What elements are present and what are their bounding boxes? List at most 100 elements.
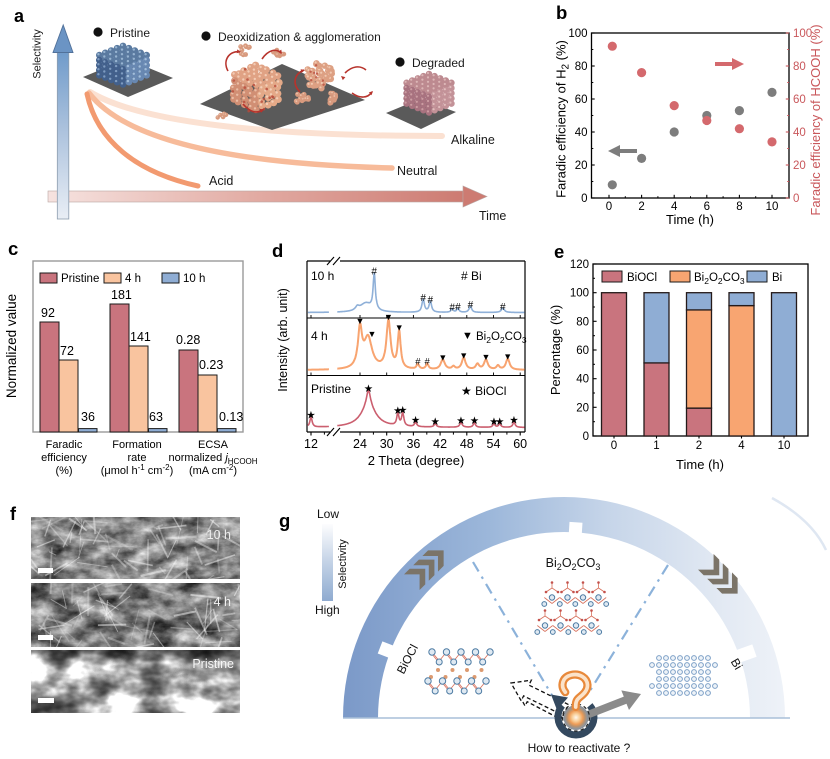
svg-text:42: 42 bbox=[433, 437, 447, 451]
svg-text:10 h: 10 h bbox=[183, 273, 205, 285]
svg-text:6: 6 bbox=[704, 201, 710, 213]
svg-text:a: a bbox=[14, 6, 25, 26]
svg-text:Bi2O2CO3: Bi2O2CO3 bbox=[546, 556, 601, 572]
svg-text:Neutral: Neutral bbox=[397, 164, 437, 178]
svg-text:20: 20 bbox=[576, 402, 589, 414]
svg-text:#: # bbox=[371, 267, 377, 278]
svg-text:Pristine: Pristine bbox=[61, 273, 99, 285]
svg-text:g: g bbox=[279, 510, 290, 531]
svg-text:(mA cm-2): (mA cm-2) bbox=[189, 463, 237, 477]
svg-text:Faradic efficiency of HCOOH (%: Faradic efficiency of HCOOH (%) bbox=[808, 24, 823, 215]
svg-text:▼: ▼ bbox=[384, 312, 393, 322]
svg-text:72: 72 bbox=[60, 344, 74, 358]
svg-text:#: # bbox=[455, 302, 461, 313]
svg-text:Time: Time bbox=[479, 209, 506, 223]
svg-text:★: ★ bbox=[411, 414, 421, 426]
svg-text:▼: ▼ bbox=[395, 323, 404, 333]
svg-text:4 h: 4 h bbox=[214, 595, 231, 609]
svg-text:8: 8 bbox=[736, 201, 742, 213]
svg-text:Pristine: Pristine bbox=[110, 26, 150, 40]
svg-text:0: 0 bbox=[583, 431, 589, 443]
svg-text:c: c bbox=[8, 238, 18, 259]
svg-text:▼: ▼ bbox=[438, 352, 447, 362]
svg-text:Alkaline: Alkaline bbox=[451, 133, 495, 147]
svg-text:40: 40 bbox=[576, 374, 589, 386]
svg-text:80: 80 bbox=[575, 61, 588, 73]
svg-text:Low: Low bbox=[317, 507, 339, 521]
svg-text:#: # bbox=[415, 357, 421, 368]
svg-text:#: # bbox=[468, 300, 474, 311]
svg-text:92: 92 bbox=[41, 306, 55, 320]
svg-text:▼: ▼ bbox=[503, 352, 512, 362]
svg-text:★: ★ bbox=[393, 405, 403, 417]
svg-text:40: 40 bbox=[793, 127, 806, 139]
svg-text:Faradic efficiency of H2 (%): Faradic efficiency of H2 (%) bbox=[554, 40, 572, 198]
svg-text:Selectivity: Selectivity bbox=[32, 29, 44, 79]
svg-text:★: ★ bbox=[430, 416, 440, 428]
svg-text:2 Theta (degree): 2 Theta (degree) bbox=[368, 453, 465, 468]
svg-text:# Bi: # Bi bbox=[461, 269, 482, 283]
svg-text:Time (h): Time (h) bbox=[666, 212, 714, 227]
svg-text:(%): (%) bbox=[55, 465, 72, 477]
svg-text:f: f bbox=[10, 504, 17, 524]
svg-text:181: 181 bbox=[111, 288, 132, 302]
svg-text:Acid: Acid bbox=[209, 174, 233, 188]
svg-text:▼: ▼ bbox=[462, 330, 473, 342]
svg-text:20: 20 bbox=[793, 160, 806, 172]
svg-text:★: ★ bbox=[470, 415, 480, 427]
svg-text:#: # bbox=[449, 303, 455, 314]
svg-text:Time (h): Time (h) bbox=[676, 457, 724, 472]
svg-text:▼: ▼ bbox=[481, 352, 490, 362]
svg-text:0: 0 bbox=[793, 193, 799, 205]
svg-text:10 h: 10 h bbox=[207, 528, 231, 542]
svg-text:120: 120 bbox=[570, 259, 589, 271]
svg-text:Faradic: Faradic bbox=[46, 439, 83, 451]
svg-text:#: # bbox=[500, 302, 506, 313]
svg-text:BiOCl: BiOCl bbox=[627, 272, 657, 284]
svg-text:ECSA: ECSA bbox=[198, 439, 229, 451]
svg-text:★: ★ bbox=[364, 383, 374, 395]
svg-text:60: 60 bbox=[575, 94, 588, 106]
svg-text:Bi: Bi bbox=[772, 272, 782, 284]
svg-text:10: 10 bbox=[778, 440, 791, 452]
svg-text:★: ★ bbox=[398, 405, 408, 417]
svg-text:2: 2 bbox=[638, 201, 644, 213]
svg-text:36: 36 bbox=[406, 437, 420, 451]
svg-text:▼: ▼ bbox=[356, 316, 365, 326]
svg-text:63: 63 bbox=[149, 410, 163, 424]
svg-text:36: 36 bbox=[81, 410, 95, 424]
svg-text:4: 4 bbox=[671, 201, 678, 213]
svg-text:★: ★ bbox=[489, 416, 499, 428]
svg-text:▼: ▼ bbox=[368, 329, 377, 339]
svg-text:Formation: Formation bbox=[112, 439, 162, 451]
svg-text:48: 48 bbox=[460, 437, 474, 451]
svg-text:(μmol h-1 cm-2): (μmol h-1 cm-2) bbox=[101, 463, 174, 477]
svg-text:20: 20 bbox=[575, 160, 588, 172]
svg-text:▼: ▼ bbox=[459, 350, 468, 360]
svg-text:80: 80 bbox=[576, 316, 589, 328]
svg-text:4 h: 4 h bbox=[311, 329, 328, 343]
svg-text:High: High bbox=[315, 603, 340, 617]
svg-text:12: 12 bbox=[304, 437, 318, 451]
svg-text:Percentage (%): Percentage (%) bbox=[548, 305, 563, 395]
svg-text:Degraded: Degraded bbox=[412, 56, 465, 70]
svg-text:Selectivity: Selectivity bbox=[337, 539, 349, 589]
svg-text:Pristine: Pristine bbox=[192, 657, 234, 671]
svg-text:30: 30 bbox=[380, 437, 394, 451]
svg-text:100: 100 bbox=[568, 28, 587, 40]
svg-text:e: e bbox=[554, 241, 564, 262]
svg-text:100: 100 bbox=[570, 288, 589, 300]
svg-text:40: 40 bbox=[575, 127, 588, 139]
svg-text:60: 60 bbox=[576, 345, 589, 357]
svg-text:1: 1 bbox=[653, 440, 659, 452]
svg-text:How to reactivate ?: How to reactivate ? bbox=[528, 741, 631, 755]
svg-text:0: 0 bbox=[581, 193, 587, 205]
svg-text:4: 4 bbox=[738, 440, 745, 452]
svg-text:0.28: 0.28 bbox=[176, 333, 200, 347]
svg-text:0: 0 bbox=[611, 440, 617, 452]
svg-text:54: 54 bbox=[487, 437, 501, 451]
svg-text:#: # bbox=[420, 293, 426, 304]
svg-text:★: ★ bbox=[509, 414, 519, 426]
svg-text:Deoxidization & agglomeration: Deoxidization & agglomeration bbox=[218, 30, 381, 44]
svg-text:d: d bbox=[272, 240, 283, 261]
